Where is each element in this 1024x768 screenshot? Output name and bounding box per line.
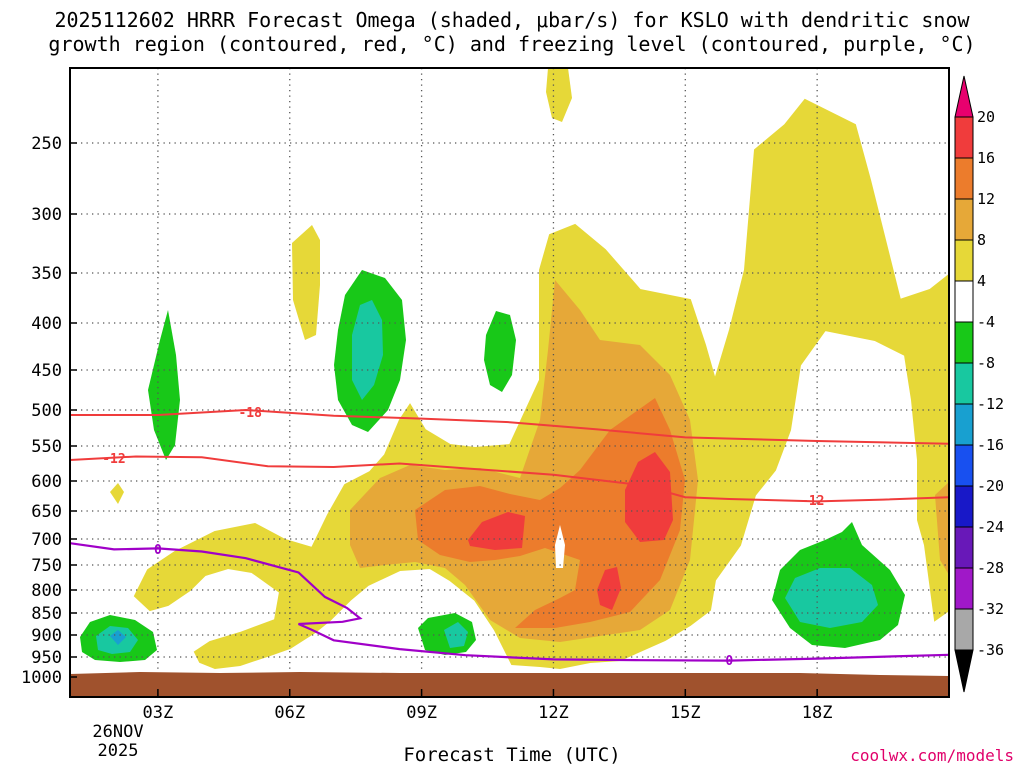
- omega-white-gap: [555, 525, 565, 568]
- y-tick-label-600: 600: [31, 472, 62, 492]
- y-tick-label-1000: 1000: [21, 668, 62, 688]
- colorbar-swatch-6: [954, 321, 974, 364]
- colorbar-swatch-13: [954, 608, 974, 651]
- colorbar-label-8: 8: [977, 231, 986, 249]
- y-axis-ticks: 2503003504004505005506006507007508008509…: [21, 134, 77, 688]
- temperature-contours: [70, 408, 949, 662]
- freezing-label-1: 0: [154, 543, 162, 558]
- y-tick-label-700: 700: [31, 530, 62, 550]
- colorbar-swatch-2: [954, 157, 974, 200]
- colorbar-swatch-3: [954, 198, 974, 241]
- dgz-contour-minus18: [70, 408, 949, 445]
- colorbar-swatch-9: [954, 444, 974, 487]
- colorbar-label--28: -28: [977, 559, 1004, 577]
- colorbar-label-16: 16: [977, 149, 995, 167]
- colorbar-swatch-10: [954, 485, 974, 528]
- omega-yellow-top: [546, 68, 572, 122]
- freezing-level-contour: [70, 542, 949, 662]
- dgz-label-minus12-1: -12: [102, 452, 125, 467]
- y-tick-label-250: 250: [31, 134, 62, 154]
- omega-yellow-small: [110, 483, 124, 504]
- dgz-contour-minus12: [70, 455, 949, 503]
- colorbar-swatch-below-minus36: [954, 649, 974, 693]
- colorbar-label--20: -20: [977, 477, 1004, 495]
- colorbar-label--4: -4: [977, 313, 995, 331]
- y-tick-label-300: 300: [31, 205, 62, 225]
- colorbar-label-20: 20: [977, 108, 995, 126]
- omega-red-core-low: [597, 567, 621, 610]
- y-tick-label-450: 450: [31, 361, 62, 381]
- y-tick-label-400: 400: [31, 314, 62, 334]
- omega-gold-right-edge: [935, 482, 949, 575]
- omega-green-cell-03z: [148, 310, 180, 460]
- gridlines: [70, 68, 949, 697]
- omega-cyan-cell-02z: [110, 630, 126, 645]
- colorbar-swatch-above-20: [954, 75, 974, 118]
- omega-red-core-center: [468, 512, 525, 550]
- date-label-year: 2025: [98, 741, 139, 761]
- y-tick-label-850: 850: [31, 604, 62, 624]
- y-tick-label-800: 800: [31, 581, 62, 601]
- chart-title-line1: 2025112602 HRRR Forecast Omega (shaded, …: [54, 8, 970, 32]
- y-tick-label-950: 950: [31, 648, 62, 668]
- x-tick-label-06Z: 06Z: [274, 703, 305, 723]
- omega-yellow-left-cell: [292, 225, 320, 340]
- freezing-label-2: 0: [725, 654, 733, 669]
- omega-red-core-right: [625, 452, 673, 542]
- x-axis-label: Forecast Time (UTC): [403, 744, 621, 766]
- chart-title-line2: growth region (contoured, red, °C) and f…: [48, 32, 976, 56]
- colorbar-label-4: 4: [977, 272, 986, 290]
- x-tick-label-09Z: 09Z: [406, 703, 437, 723]
- y-tick-label-650: 650: [31, 502, 62, 522]
- colorbar-label--36: -36: [977, 641, 1004, 659]
- dgz-label-minus12-2: -12: [801, 494, 824, 509]
- colorbar-swatch-8: [954, 403, 974, 446]
- x-tick-label-18Z: 18Z: [802, 703, 833, 723]
- date-label-day: 26NOV: [92, 722, 143, 742]
- y-tick-label-750: 750: [31, 556, 62, 576]
- omega-yellow-main: [133, 98, 949, 670]
- omega-teal-cell-08z: [352, 300, 383, 400]
- colorbar-label--24: -24: [977, 518, 1004, 536]
- colorbar-label--16: -16: [977, 436, 1004, 454]
- x-axis-ticks: 03Z 06Z 09Z 12Z 15Z 18Z: [143, 689, 833, 723]
- y-tick-label-350: 350: [31, 264, 62, 284]
- colorbar-swatch-12: [954, 567, 974, 610]
- x-tick-label-12Z: 12Z: [538, 703, 569, 723]
- omega-green-cell-10z: [484, 311, 516, 392]
- colorbar-swatch-11: [954, 526, 974, 569]
- colorbar-label--8: -8: [977, 354, 995, 372]
- y-tick-label-500: 500: [31, 401, 62, 421]
- colorbar-swatch-4: [954, 239, 974, 282]
- colorbar-label--12: -12: [977, 395, 1004, 413]
- colorbar-label-12: 12: [977, 190, 995, 208]
- colorbar: 20 16 12 8 4 -4 -8 -12 -16 -20 -24 -28 -32 -36: [954, 75, 1004, 693]
- x-tick-label-15Z: 15Z: [670, 703, 701, 723]
- x-tick-label-03Z: 03Z: [143, 703, 174, 723]
- colorbar-swatch-7: [954, 362, 974, 405]
- y-tick-label-550: 550: [31, 437, 62, 457]
- dgz-label-minus18: -18: [238, 406, 262, 421]
- colorbar-swatch-5: [954, 280, 974, 323]
- omega-shading: [80, 68, 949, 670]
- plot-frame: [69, 67, 950, 698]
- credit-text: coolwx.com/models: [850, 746, 1014, 765]
- contour-labels: -18 -12 -12 0 0: [102, 406, 824, 669]
- colorbar-swatch-1: [954, 116, 974, 159]
- y-tick-label-900: 900: [31, 626, 62, 646]
- colorbar-label--32: -32: [977, 600, 1004, 618]
